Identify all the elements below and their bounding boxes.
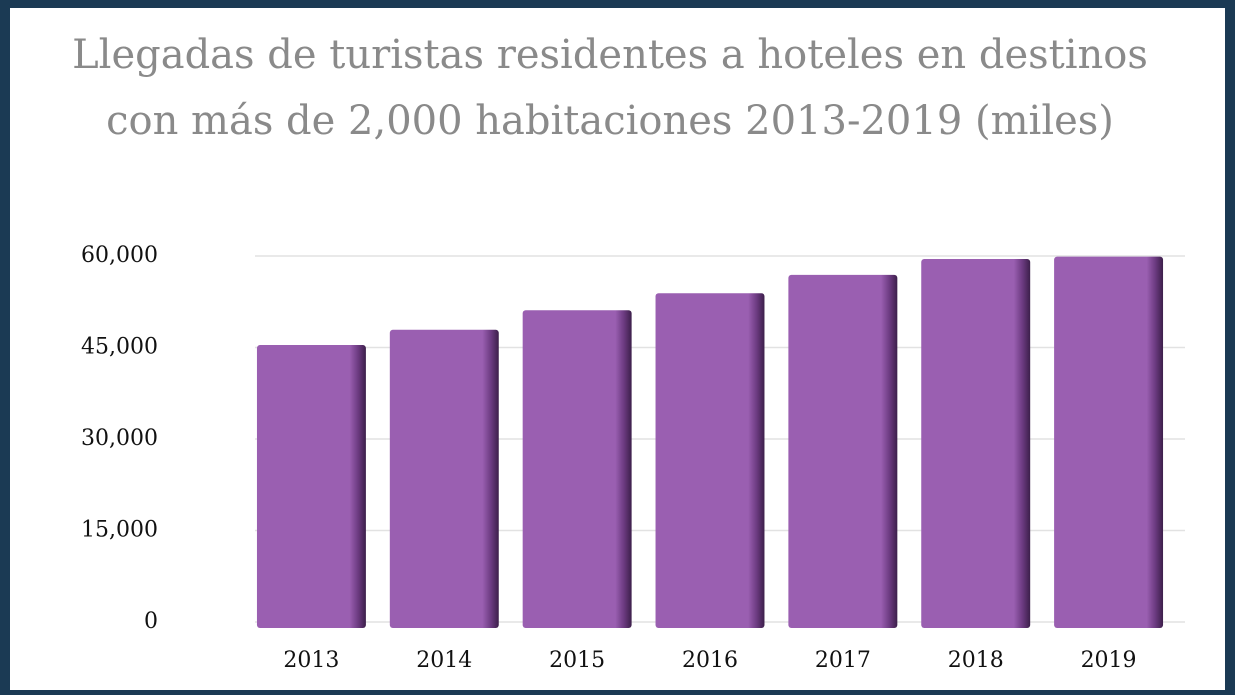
y-tick-label: 60,000 <box>81 243 158 268</box>
y-tick-label: 15,000 <box>81 518 158 543</box>
y-tick-label: 30,000 <box>81 426 158 451</box>
x-tick-label: 2014 <box>416 648 472 673</box>
chart-title: Llegadas de turistas residentes a hotele… <box>72 32 1148 144</box>
bar <box>655 293 765 628</box>
x-tick-label: 2019 <box>1081 648 1137 673</box>
bar <box>788 274 898 628</box>
x-tick-label: 2017 <box>815 648 871 673</box>
bar <box>921 259 1031 628</box>
y-tick-label: 45,000 <box>81 335 158 360</box>
bar <box>389 329 499 628</box>
x-tick-label: 2016 <box>682 648 738 673</box>
bar <box>256 345 366 628</box>
x-tick-label: 2013 <box>283 648 339 673</box>
bar <box>522 310 632 628</box>
x-tick-label: 2018 <box>948 648 1004 673</box>
x-tick-label: 2015 <box>549 648 605 673</box>
y-tick-label: 0 <box>144 609 158 634</box>
bar <box>1054 256 1164 628</box>
